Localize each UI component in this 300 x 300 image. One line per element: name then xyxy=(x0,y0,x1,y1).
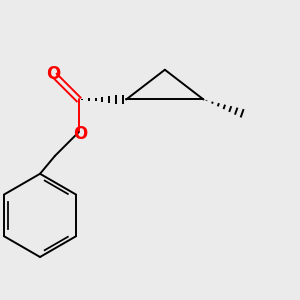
Text: O: O xyxy=(73,125,87,143)
Text: O: O xyxy=(46,65,61,83)
